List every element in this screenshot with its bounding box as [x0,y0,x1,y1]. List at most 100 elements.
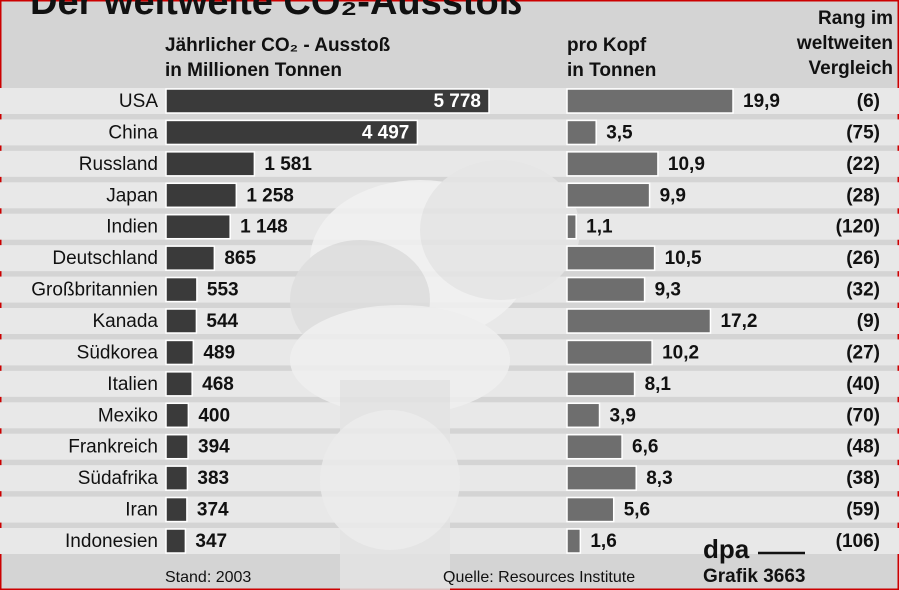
value-label: 553 [207,280,239,301]
value-label: 8,1 [645,374,672,395]
footer-date: Stand: 2003 [165,569,251,586]
column-header: Vergleich [809,58,894,79]
bar [166,152,254,176]
rank-label: (59) [846,500,880,521]
bar [567,403,600,427]
rank-label: (75) [846,122,880,143]
value-label: 17,2 [720,311,757,332]
value-label: 400 [198,405,230,426]
rank-label: (106) [836,531,880,552]
rank-label: (38) [846,468,880,489]
rank-label: (32) [846,280,880,301]
category-label: USA [119,91,158,112]
value-label: 10,9 [668,154,705,175]
column-header: in Tonnen [567,60,656,81]
value-label: 8,3 [646,468,672,489]
value-label: 3,9 [610,405,636,426]
footer-source: Quelle: Resources Institute [443,569,635,586]
value-label: 1,6 [590,531,616,552]
value-label: 9,9 [660,185,686,206]
category-label: Deutschland [52,248,158,269]
bar [567,152,658,176]
column-header: weltweiten [796,33,893,54]
value-label: 865 [224,248,256,269]
value-label: 19,9 [743,91,780,112]
value-label: 6,6 [632,437,658,458]
bar [166,309,196,333]
rank-label: (120) [836,217,880,238]
category-label: Iran [125,500,158,521]
footer-graphic: Grafik 3663 [703,566,805,587]
bar [166,183,236,207]
bar [567,435,622,459]
value-label: 1 258 [246,185,294,206]
bar [166,215,230,239]
bar [567,498,614,522]
value-label: 383 [197,468,229,489]
category-label: Italien [107,374,158,395]
bar [567,466,636,490]
column-header: in Millionen Tonnen [165,60,342,81]
bar [166,340,193,364]
rank-label: (6) [857,91,880,112]
bar [567,120,596,144]
category-label: Frankreich [68,437,158,458]
category-label: China [108,122,158,143]
agency-logo: dpa [703,534,750,564]
rank-label: (27) [846,342,880,363]
category-label: Indonesien [65,531,158,552]
value-label: 489 [203,342,235,363]
bar [567,309,710,333]
bar [166,403,188,427]
rank-label: (70) [846,405,880,426]
value-label: 1 581 [264,154,312,175]
rank-label: (22) [846,154,880,175]
value-label: 5 778 [433,91,481,112]
rank-label: (9) [857,311,880,332]
rank-label: (48) [846,437,880,458]
category-label: Mexiko [98,405,158,426]
value-label: 10,2 [662,342,699,363]
bar [166,372,192,396]
bar [166,529,185,553]
value-label: 394 [198,437,230,458]
value-label: 468 [202,374,234,395]
category-label: Südkorea [77,342,159,363]
category-label: Kanada [92,311,158,332]
bar [567,372,635,396]
bar [567,278,645,302]
bar [166,498,187,522]
rank-label: (26) [846,248,880,269]
value-label: 1 148 [240,217,288,238]
bar [166,246,214,270]
value-label: 374 [197,500,229,521]
category-label: Südafrika [78,468,159,489]
bar [567,529,580,553]
bar [567,89,733,113]
column-header: Jährlicher CO₂ - Ausstoß [165,35,391,56]
value-label: 10,5 [665,248,702,269]
bar [567,246,655,270]
column-header: Rang im [818,8,893,29]
category-label: Indien [106,217,158,238]
value-label: 544 [206,311,238,332]
value-label: 3,5 [606,122,633,143]
bar [166,278,197,302]
infographic: Der weltweite CO₂-Ausstoß Jährlicher CO₂… [0,0,899,590]
rank-label: (40) [846,374,880,395]
bar [166,435,188,459]
value-label: 4 497 [362,122,410,143]
rank-label: (28) [846,185,880,206]
title: Der weltweite CO₂-Ausstoß [30,0,522,23]
bar [166,466,187,490]
value-label: 347 [195,531,227,552]
column-header: pro Kopf [567,35,647,56]
bar [567,183,650,207]
bar [567,215,576,239]
bar [567,340,652,364]
value-label: 5,6 [624,500,650,521]
category-label: Japan [106,185,158,206]
category-label: Russland [79,154,158,175]
category-label: Großbritannien [31,280,158,301]
value-label: 1,1 [586,217,613,238]
